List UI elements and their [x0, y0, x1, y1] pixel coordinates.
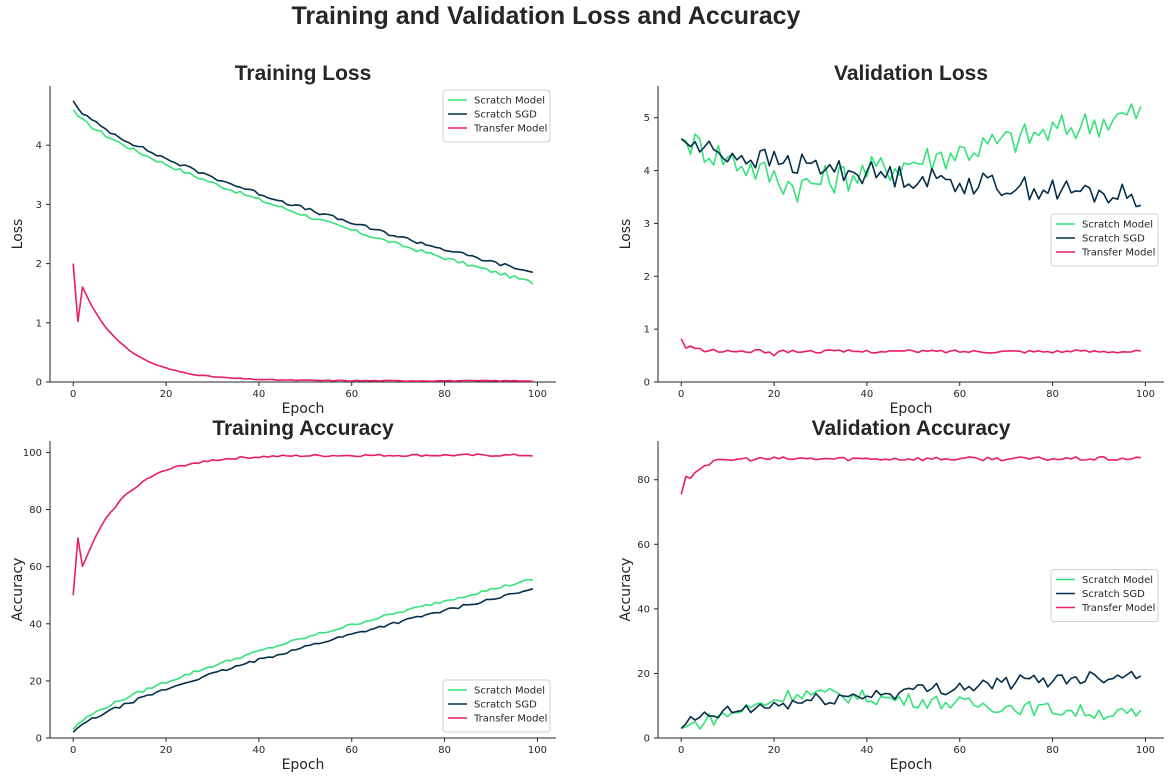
x-tick-label: 80	[438, 389, 451, 400]
x-tick-label: 40	[861, 745, 874, 756]
validation-accuracy-y-label: Accuracy	[618, 558, 634, 622]
y-tick-label: 1	[644, 325, 650, 336]
y-tick-label: 40	[637, 604, 650, 615]
x-tick-label: 80	[1046, 745, 1059, 756]
y-tick-label: 3	[644, 219, 650, 230]
y-tick-label: 4	[644, 166, 650, 177]
y-tick-label: 0	[644, 378, 650, 389]
x-tick-label: 80	[1046, 389, 1059, 400]
training-accuracy-y-label: Accuracy	[10, 558, 26, 622]
legend-label: Transfer Model	[473, 124, 547, 135]
validation-accuracy-title: Validation Accuracy	[812, 417, 1011, 440]
y-tick-label: 20	[637, 669, 650, 680]
x-tick-label: 0	[678, 389, 684, 400]
x-tick-label: 20	[768, 745, 781, 756]
scratch-model-line	[680, 687, 1142, 730]
x-tick-label: 20	[160, 745, 173, 756]
x-tick-label: 60	[345, 745, 358, 756]
transfer-model-line	[72, 453, 533, 596]
y-tick-label: 0	[36, 734, 42, 745]
validation-loss-title: Validation Loss	[834, 62, 988, 85]
scratch-model-line	[72, 578, 533, 730]
x-tick-label: 0	[678, 745, 684, 756]
x-tick-label: 0	[70, 389, 76, 400]
y-tick-label: 2	[644, 272, 650, 283]
legend-box	[1050, 569, 1159, 622]
x-tick-label: 40	[253, 745, 266, 756]
y-tick-label: 1	[36, 318, 42, 329]
x-tick-label: 0	[70, 745, 76, 756]
y-tick-label: 80	[637, 475, 650, 486]
training-loss-x-label: Epoch	[282, 401, 325, 417]
validation-loss-y-label: Loss	[618, 219, 634, 250]
legend-box	[442, 679, 551, 733]
y-tick-label: 40	[29, 619, 42, 630]
x-tick-label: 60	[953, 745, 966, 756]
x-tick-label: 100	[1136, 745, 1155, 756]
y-tick-label: 20	[29, 676, 42, 687]
x-tick-label: 100	[528, 389, 547, 400]
scratch-model-line	[72, 109, 534, 285]
legend-label: Scratch Model	[1082, 220, 1153, 231]
validation-accuracy-legend: Scratch Model Scratch SGD Transfer Model	[1050, 569, 1159, 622]
legend-label: Scratch SGD	[474, 700, 537, 711]
y-tick-label: 3	[36, 200, 42, 211]
legend-label: Scratch SGD	[474, 110, 537, 121]
legend-label: Transfer Model	[473, 714, 547, 725]
scratch-model-line	[680, 103, 1142, 203]
training-loss-y-label: Loss	[10, 219, 26, 250]
scratch-sgd-line	[680, 670, 1142, 729]
transfer-model-line	[72, 263, 533, 383]
y-tick-label: 0	[644, 734, 650, 745]
scratch-sgd-line	[680, 138, 1142, 208]
validation-accuracy-x-label: Epoch	[890, 757, 933, 773]
legend-label: Scratch Model	[474, 96, 545, 107]
y-tick-label: 60	[637, 540, 650, 551]
x-tick-label: 60	[953, 389, 966, 400]
training-accuracy-legend: Scratch Model Scratch SGD Transfer Model	[442, 679, 551, 733]
figure-title: Training and Validation Loss and Accurac…	[291, 2, 801, 30]
legend-label: Scratch Model	[474, 686, 545, 697]
y-tick-label: 80	[29, 505, 42, 516]
legend-label: Transfer Model	[1081, 248, 1155, 259]
validation-loss-x-label: Epoch	[890, 401, 933, 417]
x-tick-label: 100	[1136, 389, 1155, 400]
training-loss-title: Training Loss	[235, 62, 372, 85]
legend-box	[442, 89, 551, 143]
x-tick-label: 20	[768, 389, 781, 400]
x-tick-label: 40	[253, 389, 266, 400]
x-tick-label: 40	[861, 389, 874, 400]
y-tick-label: 2	[36, 259, 42, 270]
legend-label: Scratch SGD	[1082, 234, 1145, 245]
training-accuracy-x-label: Epoch	[282, 757, 325, 773]
transfer-model-line	[680, 455, 1141, 495]
training-loss-legend: Scratch Model Scratch SGD Transfer Model	[442, 89, 551, 143]
legend-label: Scratch SGD	[1082, 589, 1145, 600]
scratch-sgd-line	[72, 100, 533, 274]
legend-label: Transfer Model	[1081, 603, 1155, 614]
y-tick-label: 0	[36, 378, 42, 389]
scratch-sgd-line	[72, 588, 534, 733]
x-tick-label: 20	[160, 389, 173, 400]
y-tick-label: 4	[36, 141, 42, 152]
y-tick-label: 100	[23, 448, 42, 459]
legend-box	[1050, 213, 1159, 267]
x-tick-label: 60	[345, 389, 358, 400]
legend-label: Scratch Model	[1082, 575, 1153, 586]
y-tick-label: 5	[644, 113, 650, 124]
x-tick-label: 80	[438, 745, 451, 756]
validation-loss-legend: Scratch Model Scratch SGD Transfer Model	[1050, 213, 1159, 267]
y-tick-label: 60	[29, 562, 42, 573]
transfer-model-line	[680, 338, 1141, 357]
training-accuracy-title: Training Accuracy	[212, 417, 394, 440]
x-tick-label: 100	[528, 745, 547, 756]
